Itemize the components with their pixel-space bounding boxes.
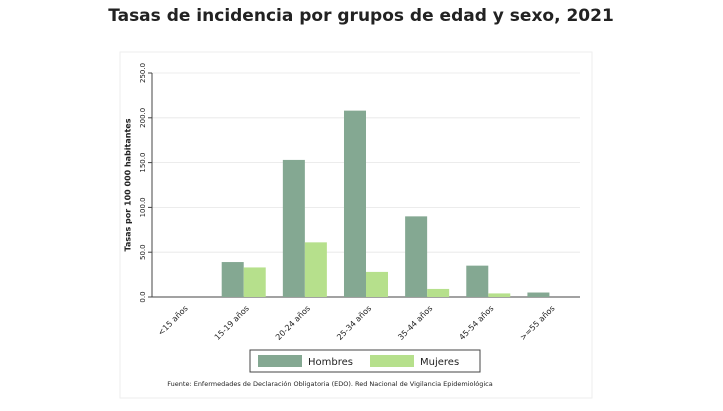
- bar: [282, 159, 305, 297]
- y-tick-label: 200.0: [139, 108, 147, 128]
- chart-title: Tasas de incidencia por grupos de edad y…: [108, 6, 614, 26]
- source: Fuente: Enfermedades de Declaración Obli…: [167, 380, 492, 388]
- y-tick-label: 250.0: [139, 63, 147, 83]
- bar: [466, 265, 489, 297]
- y-tick-label: 50.0: [139, 244, 147, 260]
- legend-swatch: [258, 355, 302, 367]
- bar: [366, 271, 389, 297]
- legend-label: Hombres: [308, 357, 353, 368]
- legend-label: Mujeres: [420, 357, 459, 368]
- y-tick-label: 100.0: [139, 197, 147, 217]
- bar: [488, 293, 511, 297]
- bar: [243, 267, 266, 297]
- bar: [221, 262, 244, 297]
- y-axis-label: Tasas por 100 000 habitantes: [124, 118, 133, 251]
- legend-box: [249, 349, 481, 373]
- bar: [343, 110, 366, 297]
- bar: [405, 216, 428, 297]
- y-tick-label: 150.0: [139, 153, 147, 173]
- bar: [527, 292, 550, 297]
- legend-swatch: [370, 355, 414, 367]
- bar: [304, 242, 327, 297]
- y-tick-label: 0.0: [139, 291, 147, 302]
- bar: [427, 288, 450, 297]
